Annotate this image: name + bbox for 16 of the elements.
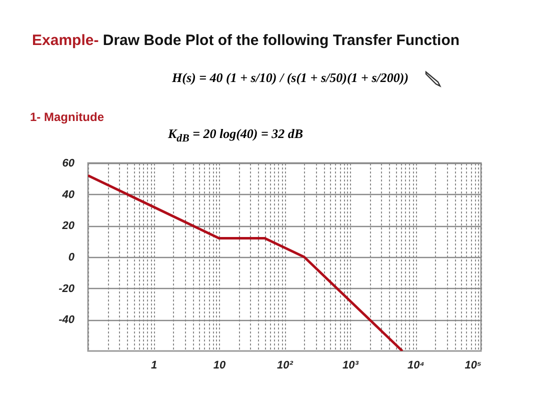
x-tick-label: 1 <box>150 360 158 372</box>
x-tick-label: 10⁴ <box>408 360 425 372</box>
x-tick-label: 10 <box>213 360 226 372</box>
y-tick-label: -20 <box>58 282 76 295</box>
text: 1- Magnitude <box>30 110 104 124</box>
y-tick-label: -40 <box>58 314 76 326</box>
text: K$_{dB}$ = 20 log(40) = 32 dB <box>168 126 304 145</box>
text: H(s) = 40 (1 + s/10) / (s(1 + s/50)(1 + s/200)) <box>172 70 409 86</box>
y-tick-label: 0 <box>68 252 76 264</box>
y-tick-label: 60 <box>62 158 76 170</box>
y-tick-label: 40 <box>61 188 76 201</box>
x-tick-label: 10⁵ <box>464 360 482 372</box>
x-tick-label: 10³ <box>342 360 359 372</box>
x-tick-label: 10² <box>277 360 294 372</box>
chart-title: Example- Draw Bode Plot of the following Transfer Function <box>32 32 460 49</box>
y-tick-label: 20 <box>61 220 76 232</box>
